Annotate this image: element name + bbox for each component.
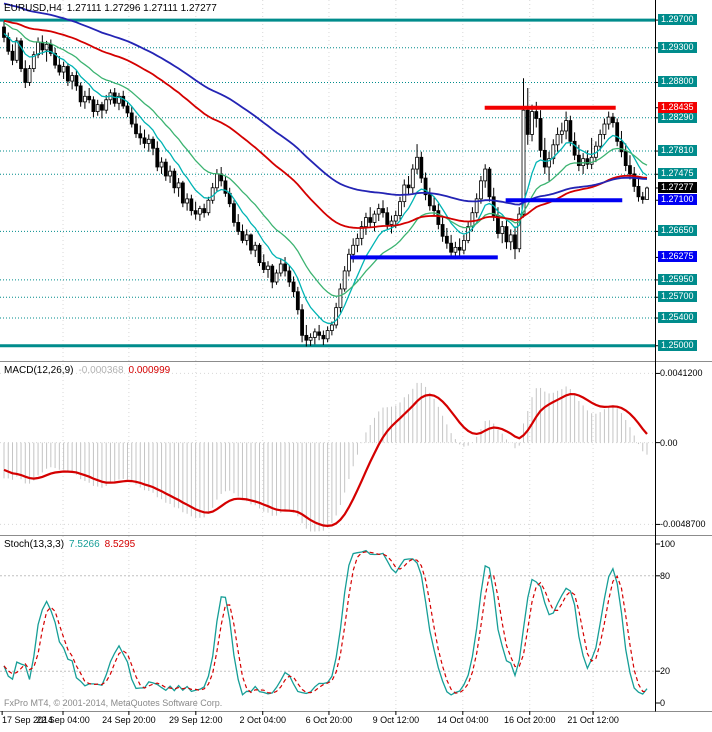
macd-layer <box>3 382 648 532</box>
time-axis-label: 24 Sep 20:00 <box>102 715 156 725</box>
indicator-axis-label: 0.0041200 <box>660 368 703 379</box>
indicator-axis-label: -0.0048700 <box>660 519 706 530</box>
indicator-axis-label: 0 <box>660 698 666 708</box>
price-axis-label: 1.27810 <box>658 145 697 157</box>
price-axis-label: 1.27100 <box>658 194 697 206</box>
price-axis-label: 1.28800 <box>658 76 697 88</box>
price-axis-label: 1.26275 <box>658 251 697 263</box>
time-axis-label: 2 Oct 04:00 <box>239 715 286 725</box>
indicator-axis-label: 20 <box>660 666 671 677</box>
candles-layer <box>2 21 649 347</box>
ma-slow-blue <box>3 2 648 206</box>
stoch-signal-value: 8.5295 <box>104 539 136 550</box>
stoch-label: Stoch(13,3,3) <box>4 539 65 550</box>
indicator-axis-label: 80 <box>660 570 671 581</box>
indicator-axis-label: 0.00 <box>660 437 678 448</box>
price-levels-layer <box>0 18 655 348</box>
price-axis-label: 1.27475 <box>658 168 697 180</box>
stoch-indicator-title: Stoch(13,3,3) 7.5266 8.5295 <box>4 539 140 550</box>
time-axis-label: 14 Oct 04:00 <box>437 715 489 725</box>
price-axis-label: 1.26650 <box>658 225 697 237</box>
macd-signal-value: 0.000999 <box>128 365 171 376</box>
time-axis-label: 16 Oct 20:00 <box>503 715 556 725</box>
price-axis-label: 1.29300 <box>658 41 697 53</box>
time-axis-label: 9 Oct 12:00 <box>372 715 420 725</box>
ma-fast-aqua <box>3 33 648 325</box>
ma-slow-red <box>3 19 648 229</box>
price-axis[interactable]: 1.29700 1.29300 1.28800 1.28290 1.27810 1.274… <box>658 0 712 712</box>
macd-main-value: -0.000368 <box>78 365 124 376</box>
price-axis-label: 1.25950 <box>658 273 697 285</box>
macd-label: MACD(12,26,9) <box>4 365 74 376</box>
symbol-period-label: EURUSD,H4 <box>4 3 62 14</box>
chart-title: EURUSD,H4 1.27111 1.27296 1.27111 1.27277 <box>4 3 222 14</box>
sr-segments-layer <box>350 105 623 260</box>
price-axis-label: 1.25400 <box>658 312 697 324</box>
time-axis-label: 29 Sep 12:00 <box>169 715 223 725</box>
copyright-note: FxPro MT4, © 2001-2014, MetaQuotes Softw… <box>4 698 223 708</box>
price-axis-label: 1.25700 <box>658 291 697 303</box>
frame-layer <box>0 0 712 715</box>
ma-fast-green <box>3 22 648 297</box>
price-axis-label: 1.27277 <box>658 181 697 193</box>
price-axis-label: 1.28290 <box>658 111 697 123</box>
moving-averages-layer <box>3 2 648 325</box>
time-axis[interactable]: 17 Sep 2014 22 Sep 04:00 24 Sep 20:00 29 Se… <box>0 714 712 732</box>
price-axis-label: 1.29700 <box>658 14 697 26</box>
ohlc-values: 1.27111 1.27296 1.27111 1.27277 <box>66 3 217 14</box>
time-axis-label: 22 Sep 04:00 <box>36 715 90 725</box>
stoch-main-value: 7.5266 <box>69 539 100 550</box>
grid-layer <box>0 0 655 711</box>
price-axis-label: 1.25000 <box>658 339 697 351</box>
time-axis-label: 17 Sep 2014 <box>2 715 54 725</box>
price-axis-label: 1.28435 <box>658 101 697 113</box>
macd-indicator-title: MACD(12,26,9) -0.000368 0.000999 <box>4 365 175 376</box>
time-axis-label: 6 Oct 20:00 <box>305 715 353 725</box>
indicator-axis-label: 100 <box>660 539 676 549</box>
time-axis-label: 21 Oct 12:00 <box>567 715 619 725</box>
stochastic-layer <box>3 549 648 696</box>
